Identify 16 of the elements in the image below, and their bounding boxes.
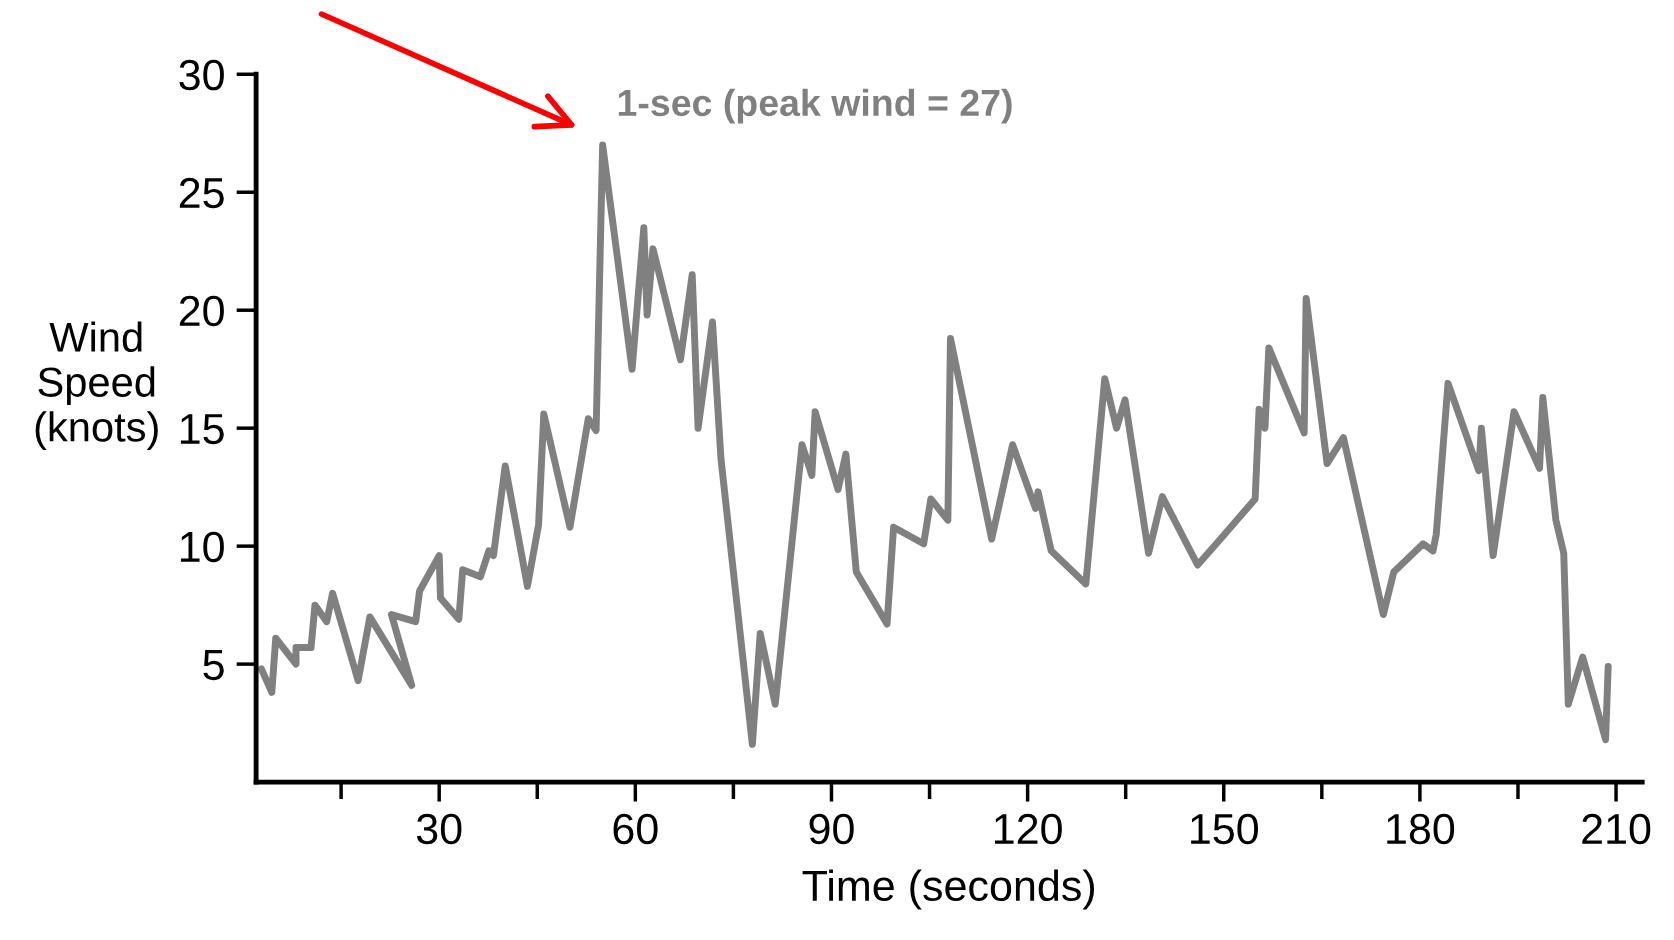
y-tick-label: 25 <box>179 177 224 209</box>
y-tick-label: 30 <box>179 59 224 91</box>
x-tick-label: 30 <box>416 813 462 845</box>
x-tick-label: 90 <box>809 813 854 845</box>
x-tick-label: 150 <box>1191 813 1258 845</box>
series-label: 1-sec (peak wind = 27) <box>618 88 1012 124</box>
y-tick-label: 15 <box>180 414 224 445</box>
y-axis-title: Wind Speed (knots) <box>35 321 158 450</box>
x-tick-label: 210 <box>1582 813 1651 845</box>
y-tick-label: 5 <box>203 650 224 681</box>
x-tick-label: 120 <box>994 813 1062 845</box>
y-tick-label: 20 <box>179 295 224 327</box>
y-tick-label: 10 <box>180 531 224 563</box>
x-axis-title: Time (seconds) <box>802 869 1095 910</box>
x-tick-label: 60 <box>613 813 658 845</box>
x-tick-label: 180 <box>1387 813 1455 845</box>
